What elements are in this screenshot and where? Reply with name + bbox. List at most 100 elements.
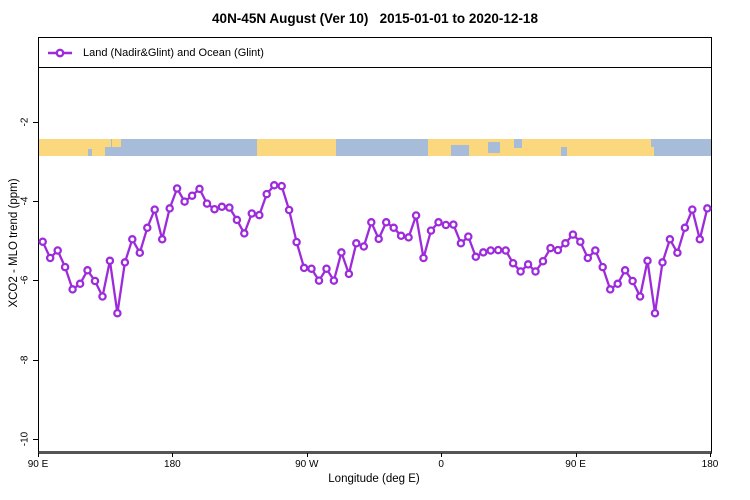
data-point-marker bbox=[658, 258, 667, 267]
band-segment-ocean bbox=[451, 144, 469, 156]
y-axis-label: XCO2 - MLO trend (ppm) bbox=[8, 178, 20, 308]
data-point-marker bbox=[180, 197, 189, 206]
data-point-marker bbox=[493, 245, 503, 255]
x-tick-label: 90 E bbox=[27, 459, 49, 470]
data-point-marker bbox=[598, 262, 607, 272]
data-point-marker bbox=[90, 276, 100, 286]
data-point-marker bbox=[329, 276, 339, 285]
data-point-marker bbox=[591, 246, 600, 255]
data-point-marker bbox=[292, 237, 301, 247]
data-point-marker bbox=[553, 245, 563, 255]
data-point-marker bbox=[456, 239, 466, 248]
data-point-marker bbox=[501, 246, 510, 255]
x-tick-label: 0 bbox=[438, 459, 444, 470]
data-point-marker bbox=[307, 264, 316, 273]
data-point-marker bbox=[486, 246, 495, 255]
x-axis-tick bbox=[575, 453, 577, 457]
data-point-marker bbox=[143, 223, 152, 233]
data-point-marker bbox=[195, 184, 204, 194]
band-segment-ocean bbox=[110, 138, 258, 156]
data-point-marker bbox=[703, 204, 712, 213]
series-line bbox=[41, 184, 709, 315]
legend: Land (Nadir&Glint) and Ocean (Glint) bbox=[39, 38, 711, 68]
data-point-marker bbox=[680, 223, 690, 233]
chart-title: 40N-45N August (Ver 10) 2015-01-01 to 20… bbox=[212, 11, 538, 26]
x-tick-label: 180 bbox=[701, 459, 719, 470]
y-tick-label: -4 bbox=[19, 196, 31, 206]
band-segment-ocean bbox=[336, 138, 428, 156]
x-axis-label: Longitude (deg E) bbox=[328, 473, 420, 485]
y-tick-label: -6 bbox=[19, 275, 31, 285]
x-axis-tick bbox=[172, 453, 174, 457]
data-point-marker bbox=[83, 266, 92, 275]
data-point-marker bbox=[150, 205, 159, 214]
data-series bbox=[38, 181, 712, 318]
x-tick-label: 90 W bbox=[295, 459, 319, 470]
data-point-marker bbox=[284, 205, 294, 215]
data-point-marker bbox=[240, 229, 249, 238]
data-point-marker bbox=[314, 276, 324, 285]
data-point-marker bbox=[419, 253, 428, 263]
band-segment-ocean bbox=[514, 138, 522, 149]
data-point-marker bbox=[38, 237, 47, 246]
data-point-marker bbox=[255, 210, 264, 220]
data-point-marker bbox=[449, 220, 458, 229]
y-tick-label: -10 bbox=[19, 432, 31, 447]
band-segment-land bbox=[639, 146, 654, 156]
data-point-marker bbox=[299, 263, 309, 273]
data-point-marker bbox=[45, 253, 55, 263]
data-point-marker bbox=[531, 267, 540, 276]
band-segment-land bbox=[39, 138, 111, 156]
data-point-marker bbox=[217, 202, 227, 212]
data-point-marker bbox=[172, 184, 182, 193]
data-point-marker bbox=[105, 256, 115, 266]
y-tick-label: -8 bbox=[19, 355, 31, 365]
data-point-marker bbox=[113, 308, 122, 318]
data-point-marker bbox=[508, 258, 518, 268]
data-point-marker bbox=[277, 181, 286, 191]
x-tick-label: 180 bbox=[164, 459, 181, 470]
band-segment-ocean bbox=[560, 147, 568, 156]
data-point-marker bbox=[620, 266, 630, 275]
data-point-marker bbox=[322, 264, 331, 273]
band-segment-ocean bbox=[488, 142, 500, 153]
data-point-marker bbox=[262, 189, 271, 199]
y-axis-tick bbox=[33, 439, 38, 441]
data-point-marker bbox=[187, 191, 197, 200]
data-point-marker bbox=[202, 199, 212, 208]
band-segment-ocean bbox=[105, 147, 111, 156]
x-axis-tick bbox=[441, 453, 443, 457]
data-point-marker bbox=[232, 215, 242, 225]
data-point-marker bbox=[247, 209, 257, 218]
data-point-marker bbox=[367, 218, 376, 227]
y-tick-label: -2 bbox=[19, 117, 31, 127]
data-point-marker bbox=[576, 237, 585, 246]
data-point-marker bbox=[389, 223, 398, 233]
data-point-marker bbox=[404, 233, 413, 242]
data-point-marker bbox=[53, 246, 62, 255]
y-axis-tick bbox=[33, 121, 38, 123]
data-point-marker bbox=[688, 205, 697, 214]
data-point-marker bbox=[381, 218, 391, 227]
data-point-marker bbox=[613, 279, 622, 289]
data-point-marker bbox=[359, 242, 369, 251]
data-point-marker bbox=[120, 258, 130, 267]
data-point-marker bbox=[135, 248, 145, 258]
data-point-marker bbox=[538, 256, 548, 266]
data-point-marker bbox=[165, 204, 174, 213]
data-point-marker bbox=[344, 269, 354, 279]
band-segment-ocean bbox=[215, 138, 219, 148]
data-point-marker bbox=[673, 248, 682, 258]
data-point-marker bbox=[665, 235, 675, 244]
data-point-marker bbox=[68, 285, 77, 294]
data-point-marker bbox=[568, 230, 578, 239]
data-point-marker bbox=[396, 231, 406, 241]
data-point-marker bbox=[352, 239, 361, 248]
x-axis-tick bbox=[710, 453, 711, 457]
y-axis-tick bbox=[33, 280, 38, 282]
data-point-marker bbox=[441, 220, 451, 230]
data-point-marker bbox=[583, 253, 593, 263]
data-point-marker bbox=[464, 232, 473, 241]
data-point-marker bbox=[98, 292, 107, 301]
x-tick-label: 90 E bbox=[565, 459, 586, 470]
